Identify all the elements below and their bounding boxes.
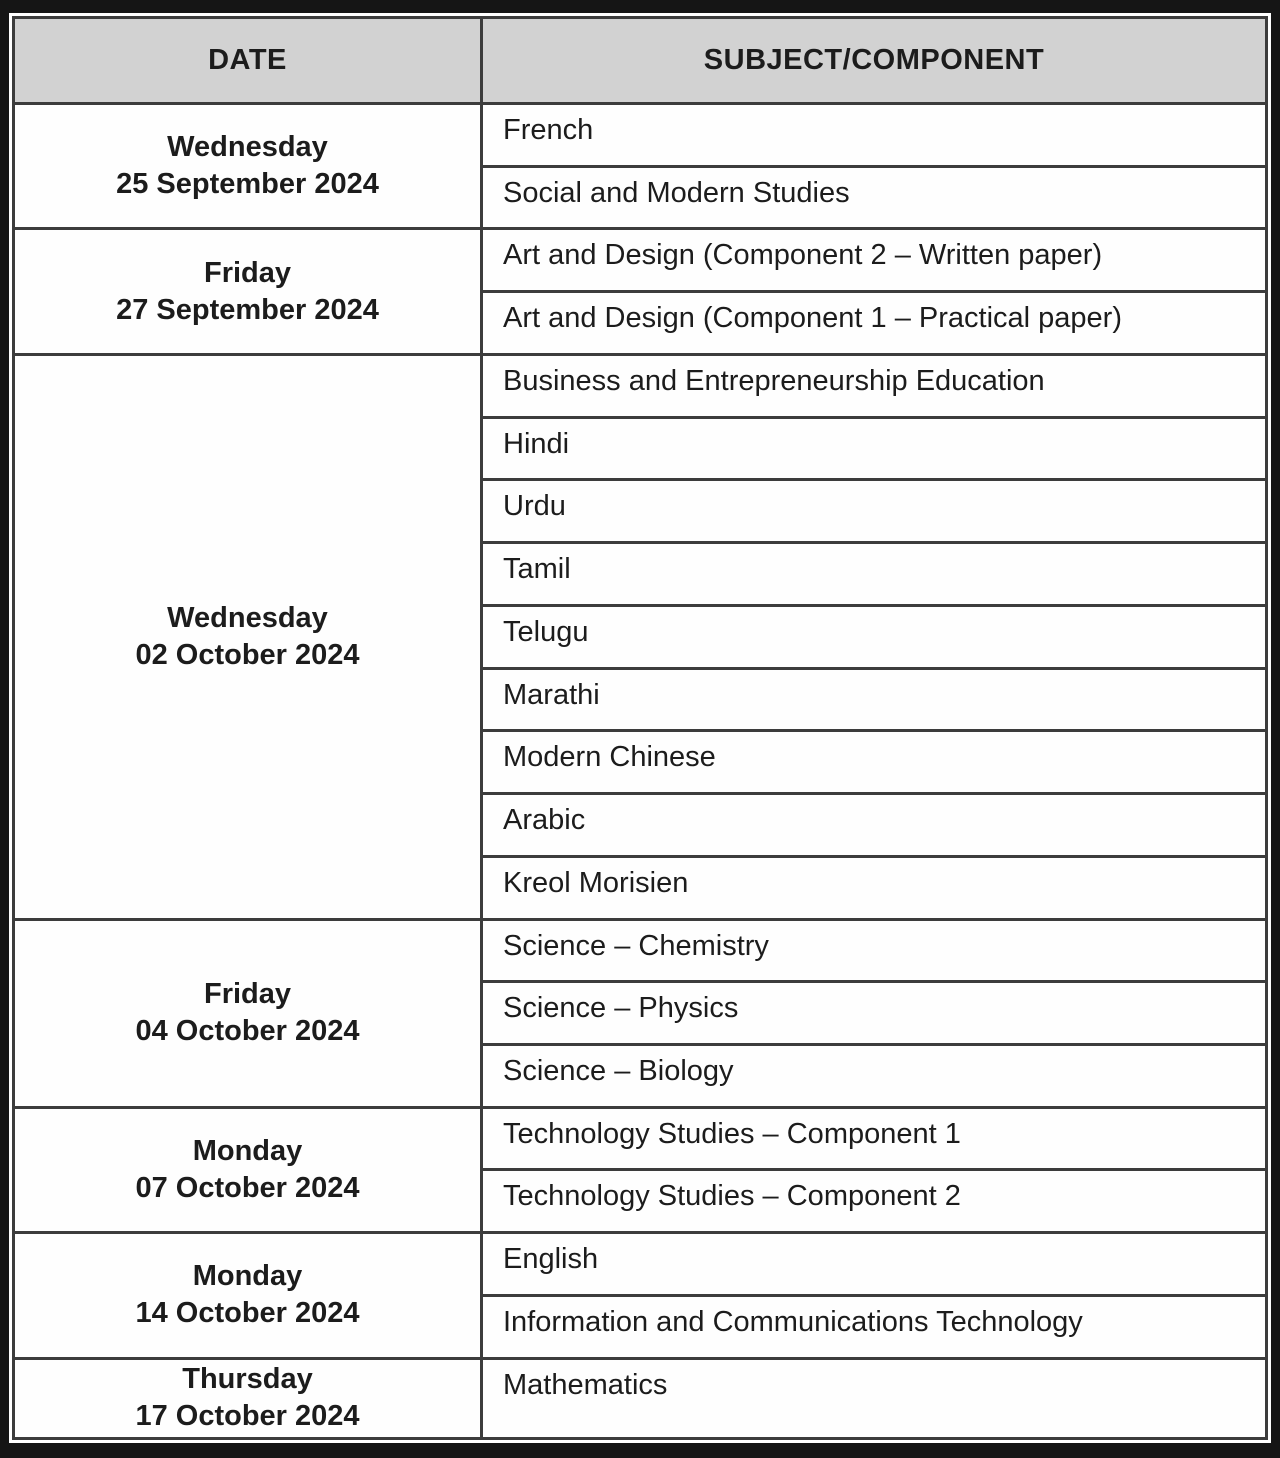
subject-cell: Technology Studies – Component 1 <box>480 1105 1268 1172</box>
subject-cell: Mathematics <box>480 1356 1268 1441</box>
table-row: Monday 07 October 2024 Technology Studie… <box>12 1105 1268 1235</box>
subject-cell: Kreol Morisien <box>480 854 1268 921</box>
column-header-date: DATE <box>12 16 483 105</box>
subject-cell: Hindi <box>480 415 1268 482</box>
date-full: 07 October 2024 <box>135 1171 360 1204</box>
column-header-subject: SUBJECT/COMPONENT <box>480 16 1268 105</box>
date-day: Wednesday <box>167 131 328 164</box>
date-full: 02 October 2024 <box>135 638 360 671</box>
date-day: Thursday <box>182 1363 313 1396</box>
date-day: Friday <box>203 978 292 1011</box>
table-row: Science – Physics <box>14 980 1268 1047</box>
table-row: Art and Design (Component 1 – Practical … <box>14 290 1268 356</box>
date-cell: Friday 27 September 2024 <box>12 227 483 356</box>
subject-cell: Art and Design (Component 1 – Practical … <box>480 290 1268 356</box>
date-full: 14 October 2024 <box>135 1297 360 1330</box>
table-row: Technology Studies – Component 2 <box>14 1168 1268 1235</box>
subject-cell: Arabic <box>480 792 1268 858</box>
date-full: 17 October 2024 <box>135 1400 360 1433</box>
table-row: Friday 04 October 2024 Science – Chemist… <box>12 917 1268 1109</box>
date-cell: Thursday 17 October 2024 <box>12 1356 483 1441</box>
table-row: Science – Biology <box>14 1043 1268 1109</box>
date-day: Monday <box>192 1134 303 1167</box>
table-row: Telugu <box>14 603 1268 670</box>
subject-cell: Modern Chinese <box>480 729 1268 796</box>
table-row: Hindi <box>14 415 1268 482</box>
date-full: 04 October 2024 <box>135 1015 360 1048</box>
date-cell: Friday 04 October 2024 <box>12 917 483 1109</box>
table-row: Wednesday 02 October 2024 Business and E… <box>12 352 1268 921</box>
table-row: Friday 27 September 2024 Art and Design … <box>12 227 1268 356</box>
subject-cell: Telugu <box>480 603 1268 670</box>
subject-cell: Information and Communications Technolog… <box>480 1293 1268 1360</box>
date-cell: Monday 14 October 2024 <box>12 1231 483 1360</box>
table-row: Arabic <box>14 792 1268 858</box>
date-cell: Wednesday 02 October 2024 <box>12 352 483 921</box>
table-row: Thursday 17 October 2024 Mathematics <box>12 1356 1268 1441</box>
table-row: Information and Communications Technolog… <box>14 1293 1268 1360</box>
date-full: 27 September 2024 <box>116 293 379 326</box>
subject-cell: French <box>480 102 1268 168</box>
subject-cell: Tamil <box>480 541 1268 607</box>
subject-cell: Marathi <box>480 666 1268 733</box>
timetable-table: DATE SUBJECT/COMPONENT Wednesday 25 Sept… <box>12 16 1268 1441</box>
header-row: DATE SUBJECT/COMPONENT <box>12 16 1268 105</box>
date-day: Wednesday <box>167 601 328 634</box>
subject-cell: Science – Biology <box>480 1043 1268 1109</box>
date-full: 25 September 2024 <box>116 168 379 201</box>
date-day: Friday <box>203 256 292 289</box>
subject-cell: Social and Modern Studies <box>480 164 1268 231</box>
table-row: Social and Modern Studies <box>14 164 1268 231</box>
date-cell: Monday 07 October 2024 <box>12 1105 483 1235</box>
table-row: Modern Chinese <box>14 729 1268 796</box>
subject-cell: Art and Design (Component 2 – Written pa… <box>480 227 1268 294</box>
subject-cell: Technology Studies – Component 2 <box>480 1168 1268 1235</box>
subject-cell: Science – Chemistry <box>480 917 1268 984</box>
date-day: Monday <box>192 1260 303 1293</box>
table-row: Tamil <box>14 541 1268 607</box>
subject-cell: Business and Entrepreneurship Education <box>480 352 1268 419</box>
date-cell: Wednesday 25 September 2024 <box>12 101 483 231</box>
table-row: Wednesday 25 September 2024 French <box>12 101 1268 231</box>
subject-cell: Science – Physics <box>480 980 1268 1047</box>
table-row: Monday 14 October 2024 English <box>12 1231 1268 1360</box>
table-row: Marathi <box>14 666 1268 733</box>
table-row: Kreol Morisien <box>14 854 1268 921</box>
subject-cell: English <box>480 1231 1268 1297</box>
table-row: Urdu <box>14 478 1268 545</box>
subject-cell: Urdu <box>480 478 1268 545</box>
